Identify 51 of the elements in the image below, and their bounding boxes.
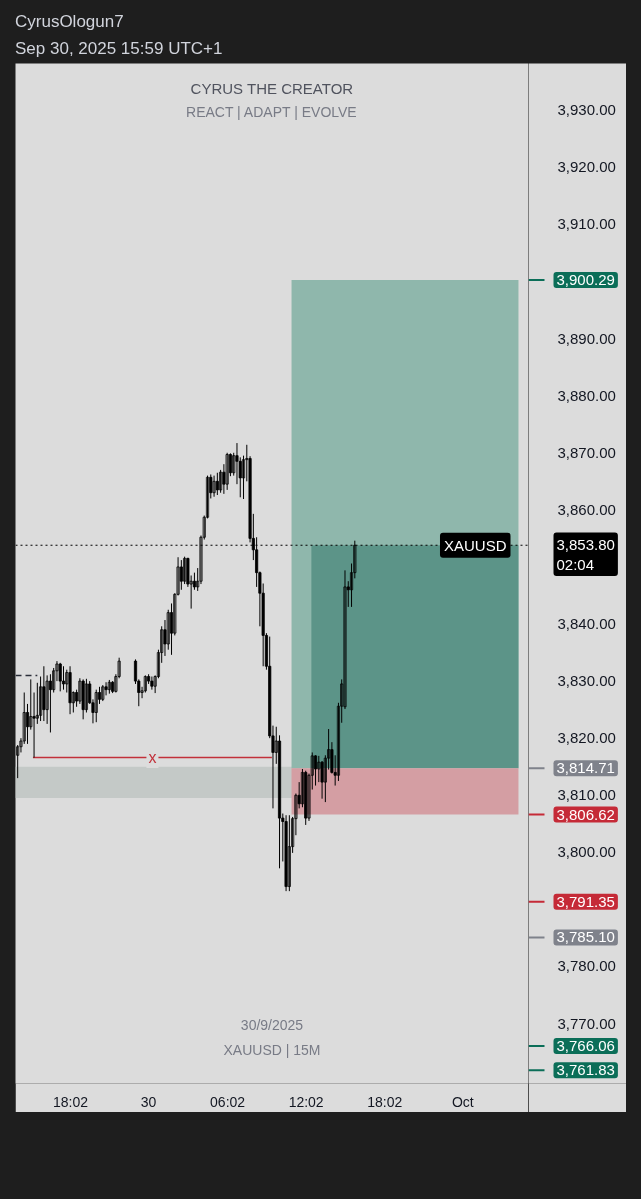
x-tick-label: 06:02 bbox=[210, 1093, 246, 1110]
y-tick-label: 3,810.00 bbox=[557, 786, 616, 804]
ref-line-label: 3,761.83 bbox=[556, 1061, 615, 1079]
annotation: XAUUSD | 15M bbox=[223, 1041, 321, 1058]
y-tick-label: 3,880.00 bbox=[557, 386, 616, 404]
x-tick-label: 12:02 bbox=[288, 1093, 324, 1110]
x-tick-label: 18:02 bbox=[52, 1093, 89, 1110]
y-tick-label: 3,870.00 bbox=[557, 443, 616, 461]
y-tick-label: 3,920.00 bbox=[557, 158, 616, 176]
candlestick bbox=[42, 665, 46, 722]
candlestick bbox=[143, 674, 147, 694]
text: Sep 30, 2025 15:59 UTC+1 bbox=[15, 38, 223, 60]
candlestick bbox=[58, 662, 62, 692]
candlestick bbox=[61, 665, 66, 691]
candlestick bbox=[150, 676, 154, 691]
candlestick bbox=[94, 689, 98, 723]
series-label: x bbox=[148, 749, 157, 767]
candlestick bbox=[304, 770, 308, 826]
candlestick bbox=[81, 678, 85, 720]
y-tick-label: 3,840.00 bbox=[557, 615, 616, 633]
ref-line-label: 3,785.10 bbox=[556, 928, 615, 946]
y-tick-label: 3,910.00 bbox=[557, 215, 616, 233]
x-tick-label: 30 bbox=[140, 1093, 157, 1110]
ref-line-label: 3,814.71 bbox=[556, 759, 615, 777]
text: CyrusOlogun7 bbox=[15, 11, 124, 33]
x-tick-label: 18:02 bbox=[367, 1093, 403, 1110]
x-tick-label: Oct bbox=[451, 1093, 474, 1110]
y-tick-label: 3,780.00 bbox=[557, 957, 616, 975]
ref-line-label: 3,900.29 bbox=[556, 270, 615, 288]
ref-line-label: 3,766.06 bbox=[556, 1037, 615, 1055]
ref-line-label: 3,806.62 bbox=[556, 805, 615, 823]
candlestick bbox=[215, 472, 219, 496]
candlestick bbox=[179, 559, 183, 591]
annotation: XAUUSD bbox=[443, 536, 507, 554]
candlestick bbox=[212, 475, 216, 498]
text: CYRUS THE CREATOR bbox=[190, 79, 354, 97]
candlestick bbox=[84, 678, 88, 713]
annotation: 30/9/2025 bbox=[240, 1016, 304, 1033]
candlestick bbox=[225, 452, 229, 491]
ref-line-label: 3,791.35 bbox=[556, 892, 615, 910]
candlestick bbox=[313, 754, 318, 787]
ref-line-label: 3,853.80 02:04 bbox=[556, 535, 615, 573]
text: REACT | ADAPT | EVOLVE bbox=[186, 104, 357, 121]
y-tick-label: 3,820.00 bbox=[557, 729, 616, 747]
y-tick-label: 3,830.00 bbox=[557, 672, 616, 690]
y-tick-label: 3,890.00 bbox=[557, 329, 616, 347]
y-tick-label: 3,930.00 bbox=[557, 101, 616, 119]
candlestick bbox=[317, 755, 321, 783]
y-tick-label: 3,800.00 bbox=[557, 843, 616, 861]
y-tick-label: 3,860.00 bbox=[557, 500, 616, 518]
y-tick-label: 3,770.00 bbox=[557, 1014, 616, 1032]
